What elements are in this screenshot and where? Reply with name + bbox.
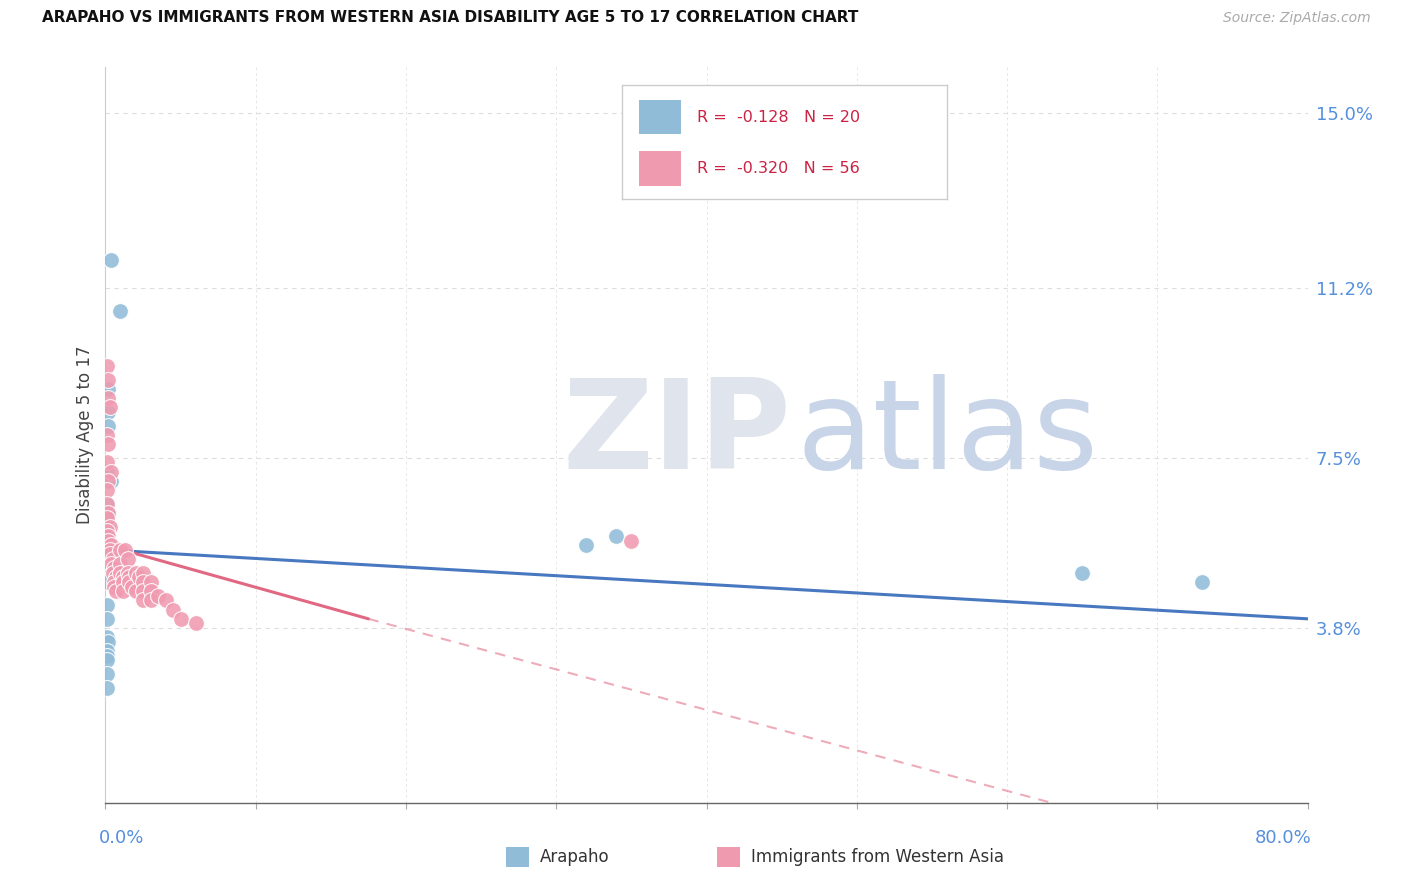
Point — [124, 566, 146, 580]
Text: ARAPAHO VS IMMIGRANTS FROM WESTERN ASIA DISABILITY AGE 5 TO 17 CORRELATION CHART: ARAPAHO VS IMMIGRANTS FROM WESTERN ASIA … — [42, 11, 859, 25]
Text: Immigrants from Western Asia: Immigrants from Western Asia — [751, 848, 1004, 866]
Point — [110, 542, 132, 557]
Point — [96, 483, 118, 497]
Point — [139, 593, 162, 607]
Point — [96, 465, 118, 479]
Point — [103, 575, 125, 590]
Point — [97, 391, 120, 405]
Point — [96, 630, 118, 644]
Text: Source: ZipAtlas.com: Source: ZipAtlas.com — [1223, 12, 1371, 25]
Point — [169, 612, 191, 626]
Point — [110, 557, 132, 571]
Point — [575, 538, 598, 552]
Point — [112, 570, 135, 584]
Point — [184, 616, 207, 631]
Point — [101, 566, 124, 580]
Point — [97, 418, 120, 433]
Point — [100, 538, 122, 552]
Point — [110, 566, 132, 580]
Point — [96, 524, 118, 539]
Point — [96, 359, 118, 373]
Point — [114, 542, 136, 557]
Point — [98, 542, 121, 557]
Point — [96, 648, 118, 663]
Point — [104, 570, 127, 584]
Point — [96, 548, 118, 562]
Point — [132, 566, 155, 580]
Point — [97, 437, 120, 451]
Point — [97, 382, 120, 396]
Point — [132, 575, 155, 590]
Point — [1071, 566, 1094, 580]
Point — [96, 644, 118, 658]
Point — [155, 593, 177, 607]
Text: 80.0%: 80.0% — [1256, 829, 1312, 847]
Point — [96, 575, 118, 590]
Point — [96, 566, 118, 580]
Point — [162, 602, 184, 616]
Point — [117, 552, 139, 566]
Point — [96, 542, 118, 557]
Text: atlas: atlas — [797, 375, 1099, 495]
Point — [139, 584, 162, 599]
Point — [124, 584, 146, 599]
Point — [96, 681, 118, 695]
Point — [96, 538, 118, 552]
Point — [1191, 575, 1213, 590]
Y-axis label: Disability Age 5 to 17: Disability Age 5 to 17 — [76, 345, 94, 524]
Point — [605, 529, 627, 543]
Point — [97, 533, 120, 548]
Point — [96, 497, 118, 511]
Point — [100, 557, 122, 571]
Point — [101, 552, 124, 566]
Point — [132, 584, 155, 599]
Point — [97, 506, 120, 520]
Point — [100, 465, 122, 479]
Text: Arapaho: Arapaho — [540, 848, 610, 866]
Point — [98, 520, 121, 534]
Point — [103, 561, 125, 575]
Point — [97, 533, 120, 548]
Point — [96, 612, 118, 626]
Point — [96, 510, 118, 524]
Point — [98, 401, 121, 415]
Text: ZIP: ZIP — [562, 375, 792, 495]
Point — [97, 373, 120, 387]
Point — [139, 575, 162, 590]
Point — [103, 580, 125, 594]
Point — [96, 667, 118, 681]
Point — [97, 506, 120, 520]
Point — [97, 529, 120, 543]
Point — [97, 635, 120, 649]
Point — [112, 584, 135, 599]
Text: 0.0%: 0.0% — [98, 829, 143, 847]
Point — [97, 405, 120, 419]
Point — [110, 303, 132, 318]
Point — [100, 474, 122, 488]
Point — [98, 548, 121, 562]
Point — [97, 474, 120, 488]
Point — [118, 575, 141, 590]
Point — [146, 589, 169, 603]
Point — [128, 570, 150, 584]
Point — [112, 575, 135, 590]
Point — [104, 584, 127, 599]
Point — [96, 428, 118, 442]
Point — [132, 593, 155, 607]
Point — [620, 533, 643, 548]
Point — [96, 598, 118, 612]
Point — [118, 570, 141, 584]
Point — [121, 580, 143, 594]
Point — [100, 253, 122, 268]
Point — [96, 455, 118, 469]
Point — [117, 566, 139, 580]
Point — [96, 497, 118, 511]
Point — [96, 529, 118, 543]
Point — [96, 653, 118, 667]
Point — [96, 520, 118, 534]
